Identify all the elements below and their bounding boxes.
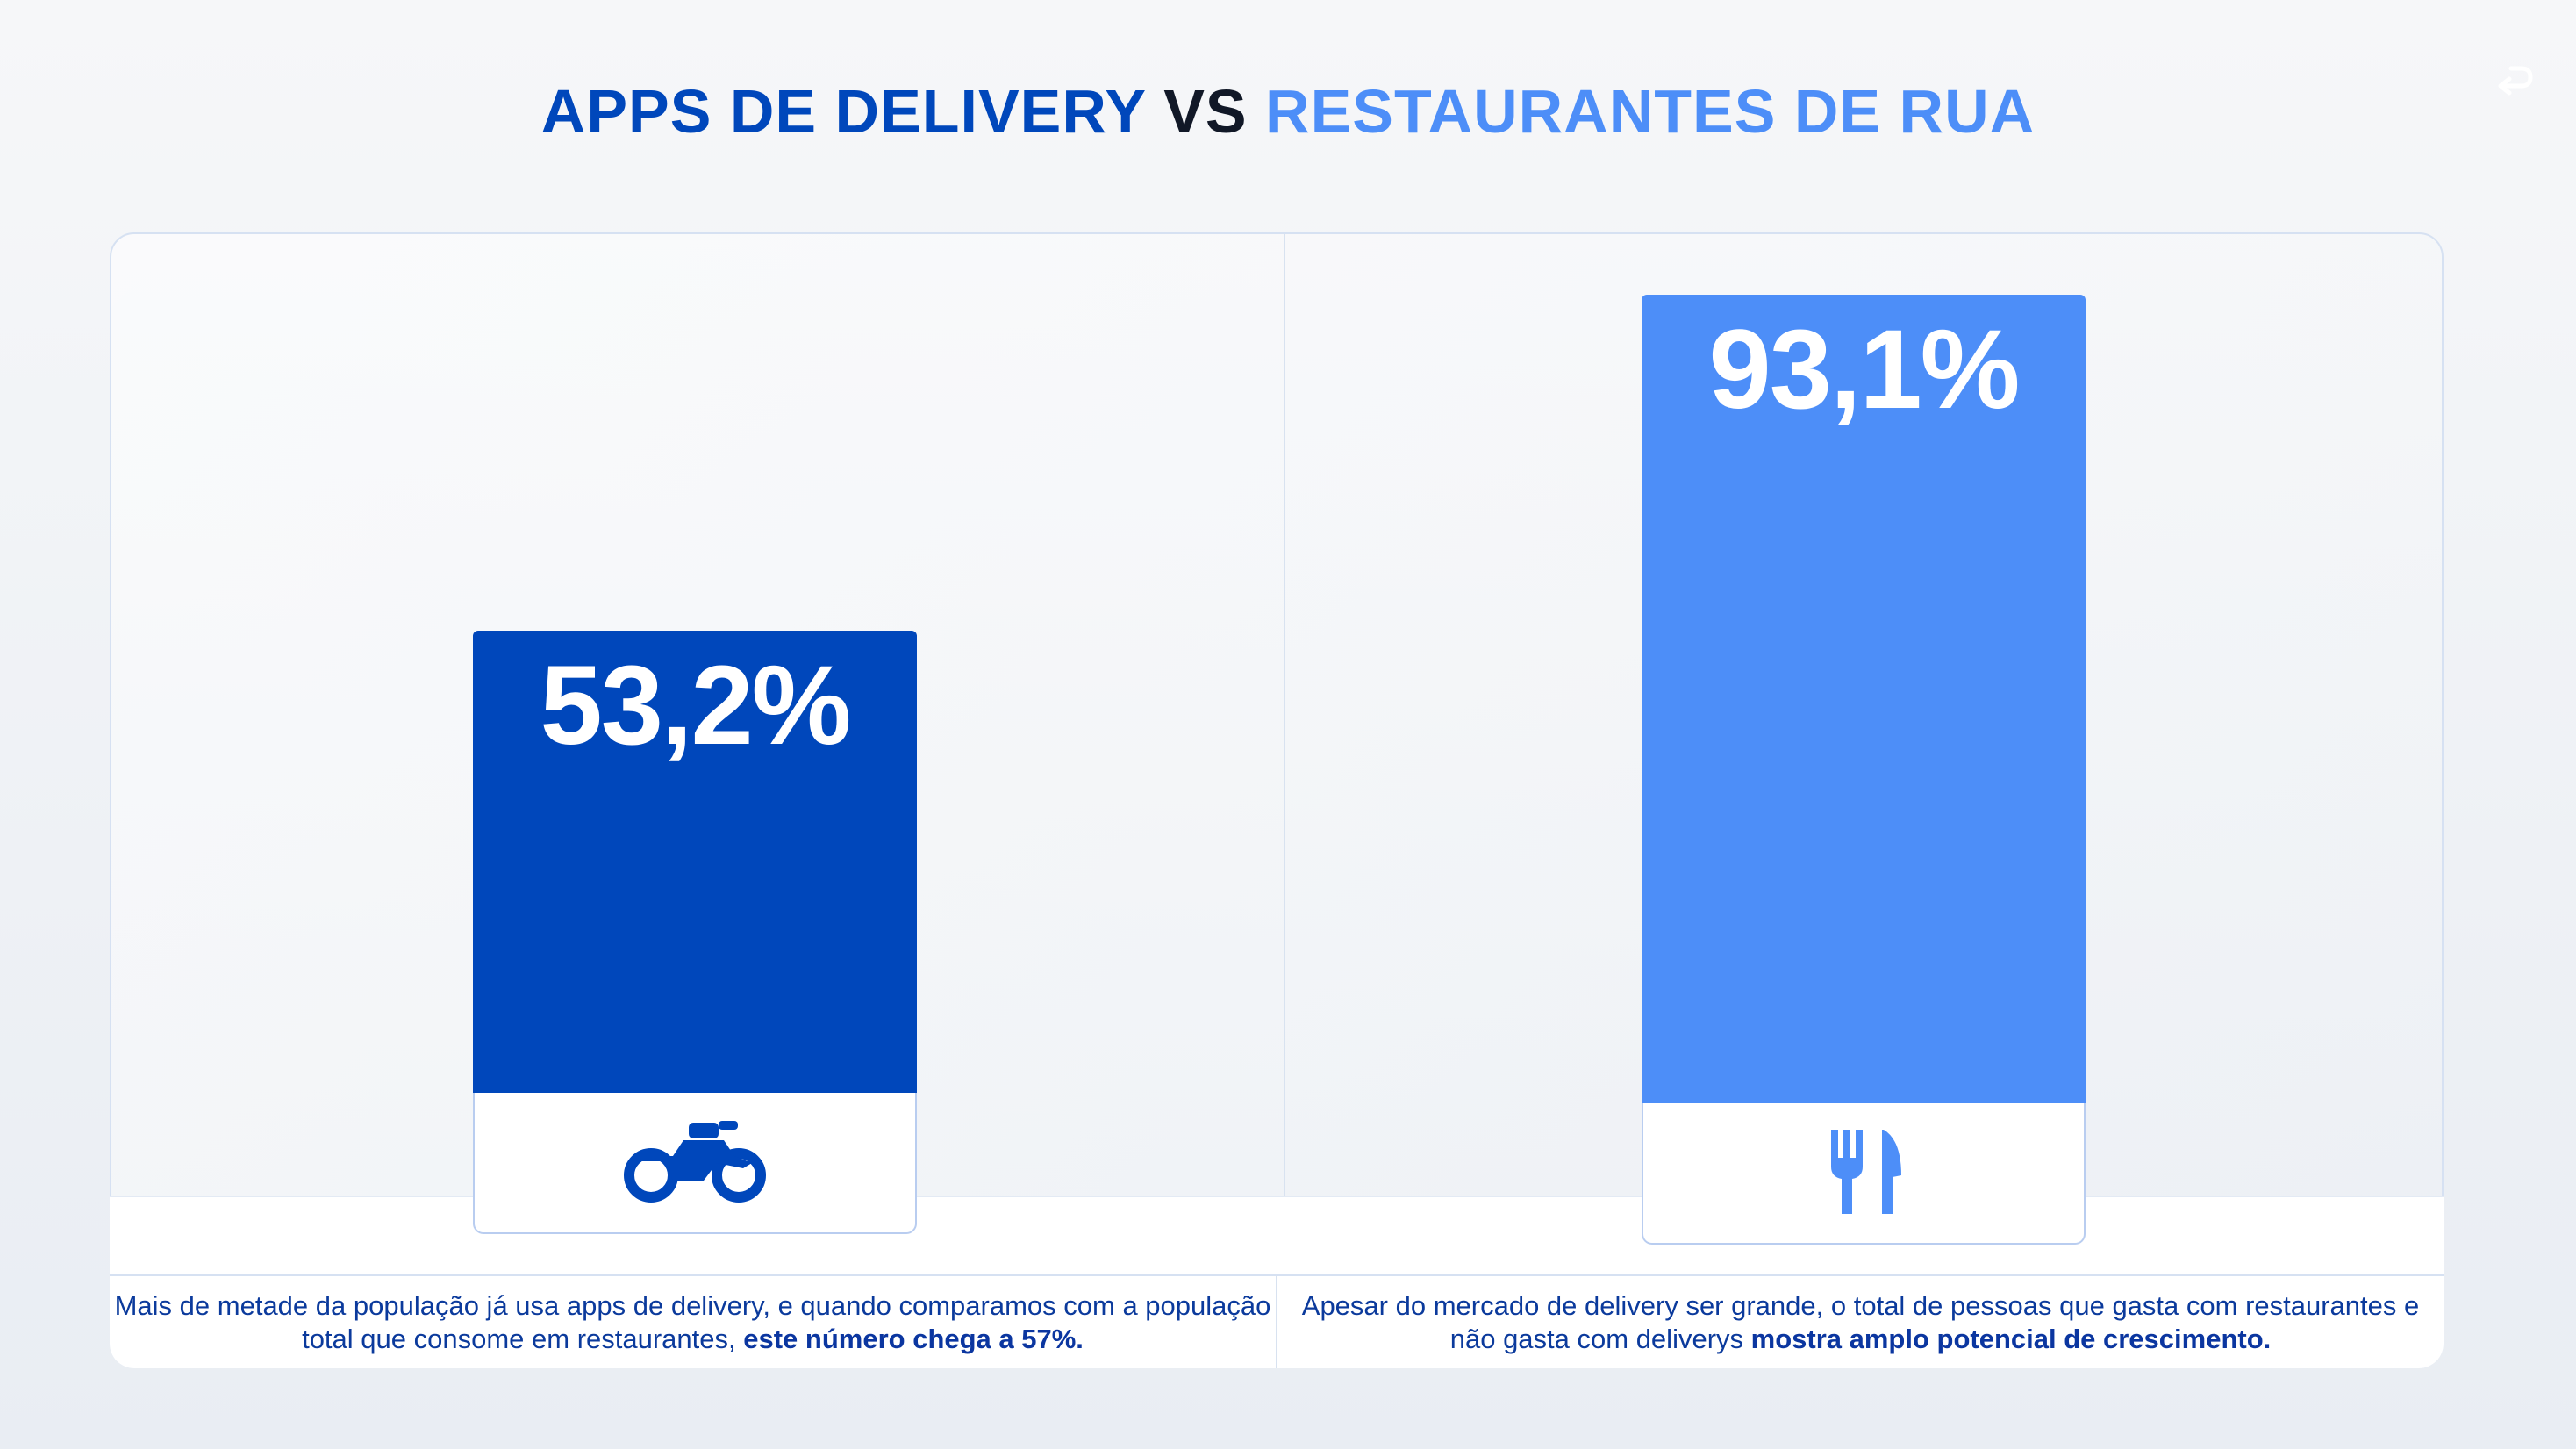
bar-delivery: 53,2%: [473, 631, 917, 1093]
bar-value-delivery: 53,2%: [540, 643, 852, 768]
panel-divider: [1284, 234, 1285, 1276]
bar-base-restaurants: [1642, 1103, 2086, 1245]
bar-base-delivery: [473, 1093, 917, 1234]
bar-restaurants: 93,1%: [1642, 295, 2086, 1103]
caption-restaurants-text: Apesar do mercado de delivery ser grande…: [1301, 1290, 2420, 1354]
title-vs: VS: [1145, 77, 1266, 146]
caption-delivery: Mais de metade da população já usa apps …: [110, 1276, 1276, 1368]
motorcycle-icon: [620, 1112, 769, 1213]
caption-delivery-highlight: este número chega a 57%.: [743, 1324, 1084, 1354]
return-arrow-icon: [2498, 66, 2533, 96]
title-restaurants: RESTAURANTES DE RUA: [1265, 77, 2036, 146]
chart-title: APPS DE DELIVERY VS RESTAURANTES DE RUA: [0, 72, 2576, 151]
title-delivery: APPS DE DELIVERY: [540, 77, 1146, 146]
cutlery-icon: [1815, 1123, 1912, 1224]
bottom-strip: [110, 1196, 2444, 1274]
caption-delivery-text: Mais de metade da população já usa apps …: [114, 1290, 1271, 1354]
caption-restaurants-highlight: mostra amplo potencial de crescimento.: [1750, 1324, 2272, 1354]
bar-value-restaurants: 93,1%: [1708, 307, 2021, 432]
caption-restaurants: Apesar do mercado de delivery ser grande…: [1276, 1276, 2444, 1368]
captions-row: Mais de metade da população já usa apps …: [110, 1274, 2444, 1368]
